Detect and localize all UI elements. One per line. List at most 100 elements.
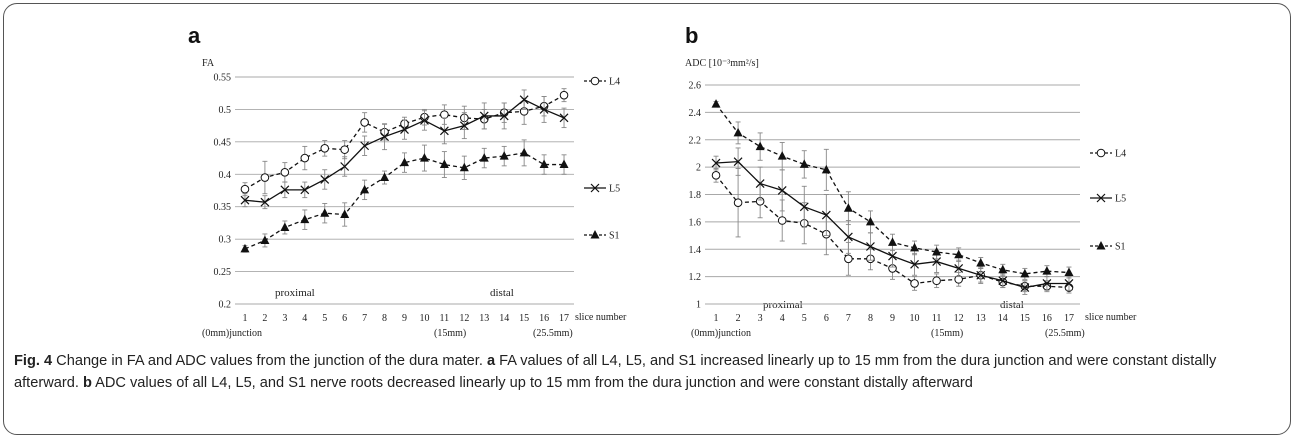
- data-point-s1: [320, 208, 330, 217]
- data-point-l5: [799, 202, 809, 212]
- y-tick-label: 1.2: [689, 272, 702, 283]
- data-point-s1: [400, 157, 409, 167]
- x-tick-label: 3: [282, 313, 287, 324]
- chart-panel-b: b ADC [10⁻³mm²/s] slice number proximal …: [685, 23, 1137, 339]
- data-point-l5: [280, 185, 290, 195]
- figure-caption: Fig. 4 Change in FA and ADC values from …: [14, 350, 1279, 394]
- x-tick-label: 7: [362, 313, 367, 324]
- data-point-l5: [821, 210, 831, 220]
- panel-letter-b: b: [685, 23, 698, 48]
- data-point-l4: [711, 171, 721, 180]
- legend-label-s1: S1: [1115, 242, 1126, 253]
- data-point-l5: [320, 175, 330, 184]
- y-tick-label: 0.45: [214, 137, 232, 148]
- y-tick-label: 1: [696, 300, 701, 311]
- data-point-l5: [976, 270, 986, 280]
- x-tick-label: 14: [499, 313, 509, 324]
- data-point-s1: [300, 214, 310, 224]
- x-tick-label: 9: [402, 313, 407, 324]
- y-tick-label: 2.2: [689, 135, 702, 146]
- x-annotation-15mm: (15mm): [931, 328, 963, 339]
- x-tick-label: 2: [262, 313, 267, 324]
- data-point-l5: [755, 179, 765, 188]
- data-point-l5: [260, 197, 270, 207]
- x-axis-label: slice number: [1085, 312, 1137, 323]
- data-point-s1: [777, 151, 787, 160]
- data-point-l4: [440, 110, 449, 119]
- legend-marker-s1: [590, 230, 600, 239]
- data-point-s1: [755, 141, 765, 151]
- region-label-proximal: proximal: [275, 287, 315, 299]
- data-point-s1: [499, 151, 509, 160]
- data-point-l5: [439, 126, 449, 136]
- data-point-l5: [360, 141, 370, 151]
- data-point-s1: [932, 246, 942, 256]
- data-point-l4: [844, 254, 853, 264]
- legend-label-l5: L5: [609, 184, 620, 195]
- x-tick-label: 5: [322, 313, 327, 324]
- region-label-proximal: proximal: [763, 299, 803, 311]
- data-point-l4: [932, 276, 941, 286]
- data-point-s1: [539, 159, 549, 169]
- region-label-distal: distal: [490, 287, 514, 299]
- caption-b-letter: b: [82, 375, 92, 391]
- data-point-s1: [821, 164, 831, 174]
- x-tick-label: 12: [954, 313, 964, 324]
- x-tick-label: 8: [868, 313, 873, 324]
- x-tick-label: 4: [302, 313, 307, 324]
- x-tick-label: 15: [519, 313, 529, 324]
- y-tick-label: 1.8: [689, 190, 702, 201]
- data-point-l5: [888, 251, 897, 261]
- legend-label-l5: L5: [1115, 194, 1126, 205]
- x-tick-label: 12: [459, 313, 469, 324]
- data-point-l4: [340, 145, 349, 154]
- series-line-l4: [244, 94, 565, 190]
- data-point-l4: [280, 168, 290, 177]
- data-point-s1: [799, 159, 809, 168]
- data-point-l4: [260, 173, 270, 182]
- data-point-l5: [843, 232, 853, 242]
- data-point-l4: [300, 153, 310, 163]
- data-point-l4: [910, 279, 919, 288]
- y-axis-label: FA: [202, 58, 215, 69]
- data-point-s1: [280, 222, 290, 231]
- data-point-s1: [1064, 267, 1074, 277]
- x-tick-label: 15: [1020, 313, 1030, 324]
- figure-frame: [3, 3, 1291, 435]
- data-point-l4: [240, 184, 250, 194]
- x-annotation-junction: (0mm)junction: [202, 328, 262, 339]
- y-tick-label: 0.25: [214, 267, 232, 278]
- x-tick-label: 3: [758, 313, 763, 324]
- data-point-s1: [340, 209, 350, 218]
- y-tick-label: 2.6: [689, 81, 702, 92]
- chart-panel-a: a FA slice number proximal distal (0mm)j…: [188, 23, 627, 339]
- data-point-l5: [733, 157, 743, 167]
- caption-title: Change in FA and ADC values from the jun…: [56, 353, 483, 369]
- data-point-l5: [479, 111, 489, 121]
- data-point-s1: [998, 264, 1008, 274]
- data-point-l5: [998, 276, 1008, 286]
- data-point-s1: [865, 216, 875, 226]
- region-label-distal: distal: [1000, 299, 1024, 311]
- series-line-l5: [244, 98, 565, 203]
- data-point-l5: [400, 125, 409, 134]
- y-tick-label: 0.35: [214, 202, 232, 213]
- legend-marker-l4: [590, 76, 600, 86]
- data-point-s1: [559, 159, 569, 169]
- data-point-s1: [976, 257, 986, 267]
- caption-a-letter: a: [486, 353, 496, 369]
- y-tick-label: 0.55: [214, 73, 232, 84]
- data-point-l5: [240, 195, 250, 205]
- legend-label-l4: L4: [1115, 149, 1126, 160]
- x-annotation-25mm: (25.5mm): [1045, 328, 1085, 339]
- data-point-s1: [439, 159, 449, 169]
- data-point-l5: [519, 95, 529, 105]
- data-point-s1: [888, 237, 897, 246]
- x-tick-label: 8: [382, 313, 387, 324]
- data-point-l5: [711, 158, 721, 168]
- data-point-l5: [866, 242, 875, 251]
- panel-letter-a: a: [188, 23, 201, 48]
- data-point-l5: [459, 121, 469, 131]
- legend-marker-l5: [1096, 193, 1106, 203]
- y-tick-label: 0.5: [219, 105, 232, 116]
